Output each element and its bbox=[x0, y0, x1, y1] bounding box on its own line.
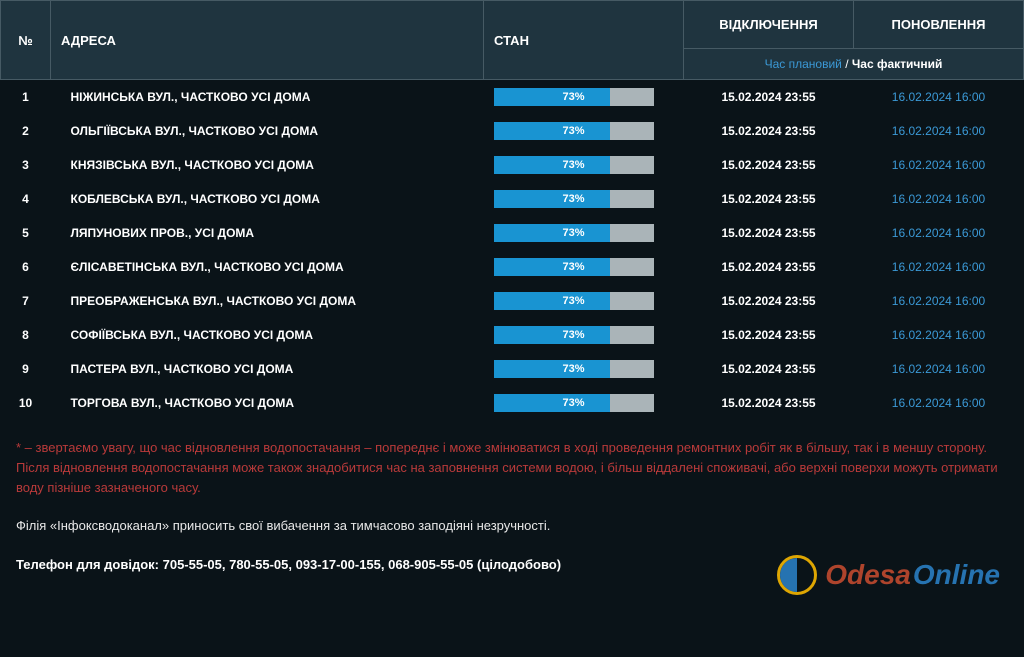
cell-off-time: 15.02.2024 23:55 bbox=[684, 284, 854, 318]
col-header-num: № bbox=[1, 1, 51, 80]
cell-state: 73% bbox=[484, 318, 684, 352]
cell-state: 73% bbox=[484, 182, 684, 216]
cell-address: СОФІЇВСЬКА ВУЛ., ЧАСТКОВО УСІ ДОМА bbox=[51, 318, 484, 352]
cell-num: 1 bbox=[1, 80, 51, 115]
cell-state: 73% bbox=[484, 114, 684, 148]
progress-bar: 73% bbox=[494, 88, 654, 106]
cell-off-time: 15.02.2024 23:55 bbox=[684, 216, 854, 250]
col-header-off: ВІДКЛЮЧЕННЯ bbox=[684, 1, 854, 49]
cell-state: 73% bbox=[484, 216, 684, 250]
footer: * – звертаємо увагу, що час відновлення … bbox=[0, 420, 1024, 574]
table-row: 6ЄЛІСАВЕТІНСЬКА ВУЛ., ЧАСТКОВО УСІ ДОМА 7… bbox=[1, 250, 1024, 284]
footer-phone-label: Телефон для довідок: bbox=[16, 557, 159, 572]
cell-num: 9 bbox=[1, 352, 51, 386]
cell-on-time: 16.02.2024 16:00 bbox=[854, 182, 1024, 216]
table-row: 9ПАСТЕРА ВУЛ., ЧАСТКОВО УСІ ДОМА 73% 15.02… bbox=[1, 352, 1024, 386]
table-row: 4КОБЛЕВСЬКА ВУЛ., ЧАСТКОВО УСІ ДОМА 73% 15… bbox=[1, 182, 1024, 216]
table-body: 1НІЖИНСЬКА ВУЛ., ЧАСТКОВО УСІ ДОМА 73% 15.… bbox=[1, 80, 1024, 421]
cell-on-time: 16.02.2024 16:00 bbox=[854, 284, 1024, 318]
cell-state: 73% bbox=[484, 284, 684, 318]
cell-num: 8 bbox=[1, 318, 51, 352]
cell-state: 73% bbox=[484, 352, 684, 386]
footer-note-apology: Філія «Інфоксводоканал» приносить свої в… bbox=[16, 516, 1008, 536]
progress-bar: 73% bbox=[494, 360, 654, 378]
cell-off-time: 15.02.2024 23:55 bbox=[684, 80, 854, 115]
progress-label: 73% bbox=[494, 190, 654, 208]
time-sep: / bbox=[842, 57, 852, 71]
cell-state: 73% bbox=[484, 80, 684, 115]
progress-label: 73% bbox=[494, 326, 654, 344]
progress-label: 73% bbox=[494, 156, 654, 174]
progress-label: 73% bbox=[494, 88, 654, 106]
progress-label: 73% bbox=[494, 224, 654, 242]
progress-bar: 73% bbox=[494, 292, 654, 310]
cell-state: 73% bbox=[484, 250, 684, 284]
footer-note-warning: * – звертаємо увагу, що час відновлення … bbox=[16, 438, 1008, 498]
cell-address: ПРЕОБРАЖЕНСЬКА ВУЛ., ЧАСТКОВО УСІ ДОМА bbox=[51, 284, 484, 318]
cell-on-time: 16.02.2024 16:00 bbox=[854, 386, 1024, 420]
cell-off-time: 15.02.2024 23:55 bbox=[684, 386, 854, 420]
table-row: 2ОЛЬГІЇВСЬКА ВУЛ., ЧАСТКОВО УСІ ДОМА 73% 1… bbox=[1, 114, 1024, 148]
cell-on-time: 16.02.2024 16:00 bbox=[854, 148, 1024, 182]
col-header-on: ПОНОВЛЕННЯ bbox=[854, 1, 1024, 49]
cell-num: 3 bbox=[1, 148, 51, 182]
progress-label: 73% bbox=[494, 292, 654, 310]
table-row: 8СОФІЇВСЬКА ВУЛ., ЧАСТКОВО УСІ ДОМА 73% 15… bbox=[1, 318, 1024, 352]
table-row: 3КНЯЗІВСЬКА ВУЛ., ЧАСТКОВО УСІ ДОМА 73% 15… bbox=[1, 148, 1024, 182]
table-row: 1НІЖИНСЬКА ВУЛ., ЧАСТКОВО УСІ ДОМА 73% 15.… bbox=[1, 80, 1024, 115]
table-row: 7ПРЕОБРАЖЕНСЬКА ВУЛ., ЧАСТКОВО УСІ ДОМА 7… bbox=[1, 284, 1024, 318]
cell-off-time: 15.02.2024 23:55 bbox=[684, 318, 854, 352]
outage-table-container: № АДРЕСА СТАН ВІДКЛЮЧЕННЯ ПОНОВЛЕННЯ Час… bbox=[0, 0, 1024, 420]
cell-on-time: 16.02.2024 16:00 bbox=[854, 114, 1024, 148]
progress-label: 73% bbox=[494, 122, 654, 140]
cell-off-time: 15.02.2024 23:55 bbox=[684, 148, 854, 182]
cell-off-time: 15.02.2024 23:55 bbox=[684, 352, 854, 386]
progress-bar: 73% bbox=[494, 258, 654, 276]
table-row: 5ЛЯПУНОВИХ ПРОВ., УСІ ДОМА 73% 15.02.2024 … bbox=[1, 216, 1024, 250]
progress-label: 73% bbox=[494, 360, 654, 378]
time-actual-label: Час фактичний bbox=[852, 57, 943, 71]
cell-num: 7 bbox=[1, 284, 51, 318]
footer-phone-numbers: 705-55-05, 780-55-05, 093-17-00-155, 068… bbox=[163, 557, 561, 572]
progress-bar: 73% bbox=[494, 122, 654, 140]
cell-off-time: 15.02.2024 23:55 bbox=[684, 182, 854, 216]
progress-bar: 73% bbox=[494, 156, 654, 174]
cell-on-time: 16.02.2024 16:00 bbox=[854, 216, 1024, 250]
cell-on-time: 16.02.2024 16:00 bbox=[854, 352, 1024, 386]
col-header-address: АДРЕСА bbox=[51, 1, 484, 80]
col-header-time-legend: Час плановий / Час фактичний bbox=[684, 49, 1024, 80]
cell-num: 10 bbox=[1, 386, 51, 420]
cell-address: ЛЯПУНОВИХ ПРОВ., УСІ ДОМА bbox=[51, 216, 484, 250]
cell-address: ПАСТЕРА ВУЛ., ЧАСТКОВО УСІ ДОМА bbox=[51, 352, 484, 386]
cell-address: НІЖИНСЬКА ВУЛ., ЧАСТКОВО УСІ ДОМА bbox=[51, 80, 484, 115]
cell-address: КОБЛЕВСЬКА ВУЛ., ЧАСТКОВО УСІ ДОМА bbox=[51, 182, 484, 216]
cell-on-time: 16.02.2024 16:00 bbox=[854, 318, 1024, 352]
cell-address: ОЛЬГІЇВСЬКА ВУЛ., ЧАСТКОВО УСІ ДОМА bbox=[51, 114, 484, 148]
cell-state: 73% bbox=[484, 386, 684, 420]
footer-phone: Телефон для довідок: 705-55-05, 780-55-0… bbox=[16, 555, 1008, 575]
table-header-row: № АДРЕСА СТАН ВІДКЛЮЧЕННЯ ПОНОВЛЕННЯ bbox=[1, 1, 1024, 49]
outage-table: № АДРЕСА СТАН ВІДКЛЮЧЕННЯ ПОНОВЛЕННЯ Час… bbox=[0, 0, 1024, 420]
time-planned-label: Час плановий bbox=[765, 57, 842, 71]
cell-off-time: 15.02.2024 23:55 bbox=[684, 114, 854, 148]
cell-on-time: 16.02.2024 16:00 bbox=[854, 80, 1024, 115]
cell-num: 6 bbox=[1, 250, 51, 284]
cell-address: ЄЛІСАВЕТІНСЬКА ВУЛ., ЧАСТКОВО УСІ ДОМА bbox=[51, 250, 484, 284]
progress-bar: 73% bbox=[494, 224, 654, 242]
cell-off-time: 15.02.2024 23:55 bbox=[684, 250, 854, 284]
cell-num: 2 bbox=[1, 114, 51, 148]
cell-num: 4 bbox=[1, 182, 51, 216]
progress-label: 73% bbox=[494, 258, 654, 276]
table-row: 10ТОРГОВА ВУЛ., ЧАСТКОВО УСІ ДОМА 73% 15.0… bbox=[1, 386, 1024, 420]
cell-state: 73% bbox=[484, 148, 684, 182]
cell-address: КНЯЗІВСЬКА ВУЛ., ЧАСТКОВО УСІ ДОМА bbox=[51, 148, 484, 182]
progress-bar: 73% bbox=[494, 190, 654, 208]
progress-bar: 73% bbox=[494, 326, 654, 344]
progress-label: 73% bbox=[494, 394, 654, 412]
cell-address: ТОРГОВА ВУЛ., ЧАСТКОВО УСІ ДОМА bbox=[51, 386, 484, 420]
col-header-state: СТАН bbox=[484, 1, 684, 80]
cell-num: 5 bbox=[1, 216, 51, 250]
progress-bar: 73% bbox=[494, 394, 654, 412]
cell-on-time: 16.02.2024 16:00 bbox=[854, 250, 1024, 284]
